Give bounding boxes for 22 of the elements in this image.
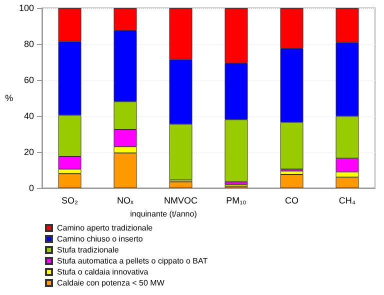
y-tick-label: 80 <box>24 39 34 49</box>
x-tick-label: NMVOC <box>164 196 198 206</box>
x-tick-label: PM₁₀ <box>226 196 247 206</box>
legend-label: Stufa automatica a pellets o cippato o BAT <box>57 256 208 266</box>
legend-label: Stufa tradizionale <box>57 246 120 254</box>
legend-label: Stufa o caldaia innovativa <box>57 268 149 276</box>
legend-label: Camino chiuso o inserto <box>57 234 144 244</box>
x-axis-title: inquinante (t/anno) <box>130 209 198 218</box>
bar <box>169 182 192 188</box>
bar <box>280 174 304 188</box>
x-tick-label: NOₓ <box>117 196 134 206</box>
x-tick-label: CO <box>285 196 298 206</box>
y-tick-label: 0 <box>28 183 34 193</box>
x-tick-label: SO₂ <box>62 196 79 206</box>
y-tick-label: 40 <box>24 111 34 121</box>
y-tick-label: 60 <box>24 75 34 85</box>
y-tick-label: 20 <box>24 147 34 157</box>
y-tick-label: 100 <box>18 3 34 13</box>
x-tick-label: CH₄ <box>338 196 356 206</box>
y-axis-title: % <box>5 93 14 103</box>
legend-label: Caldaie con potenza < 50 MW <box>57 278 165 288</box>
legend-label: Camino aperto tradizionale <box>57 224 154 232</box>
